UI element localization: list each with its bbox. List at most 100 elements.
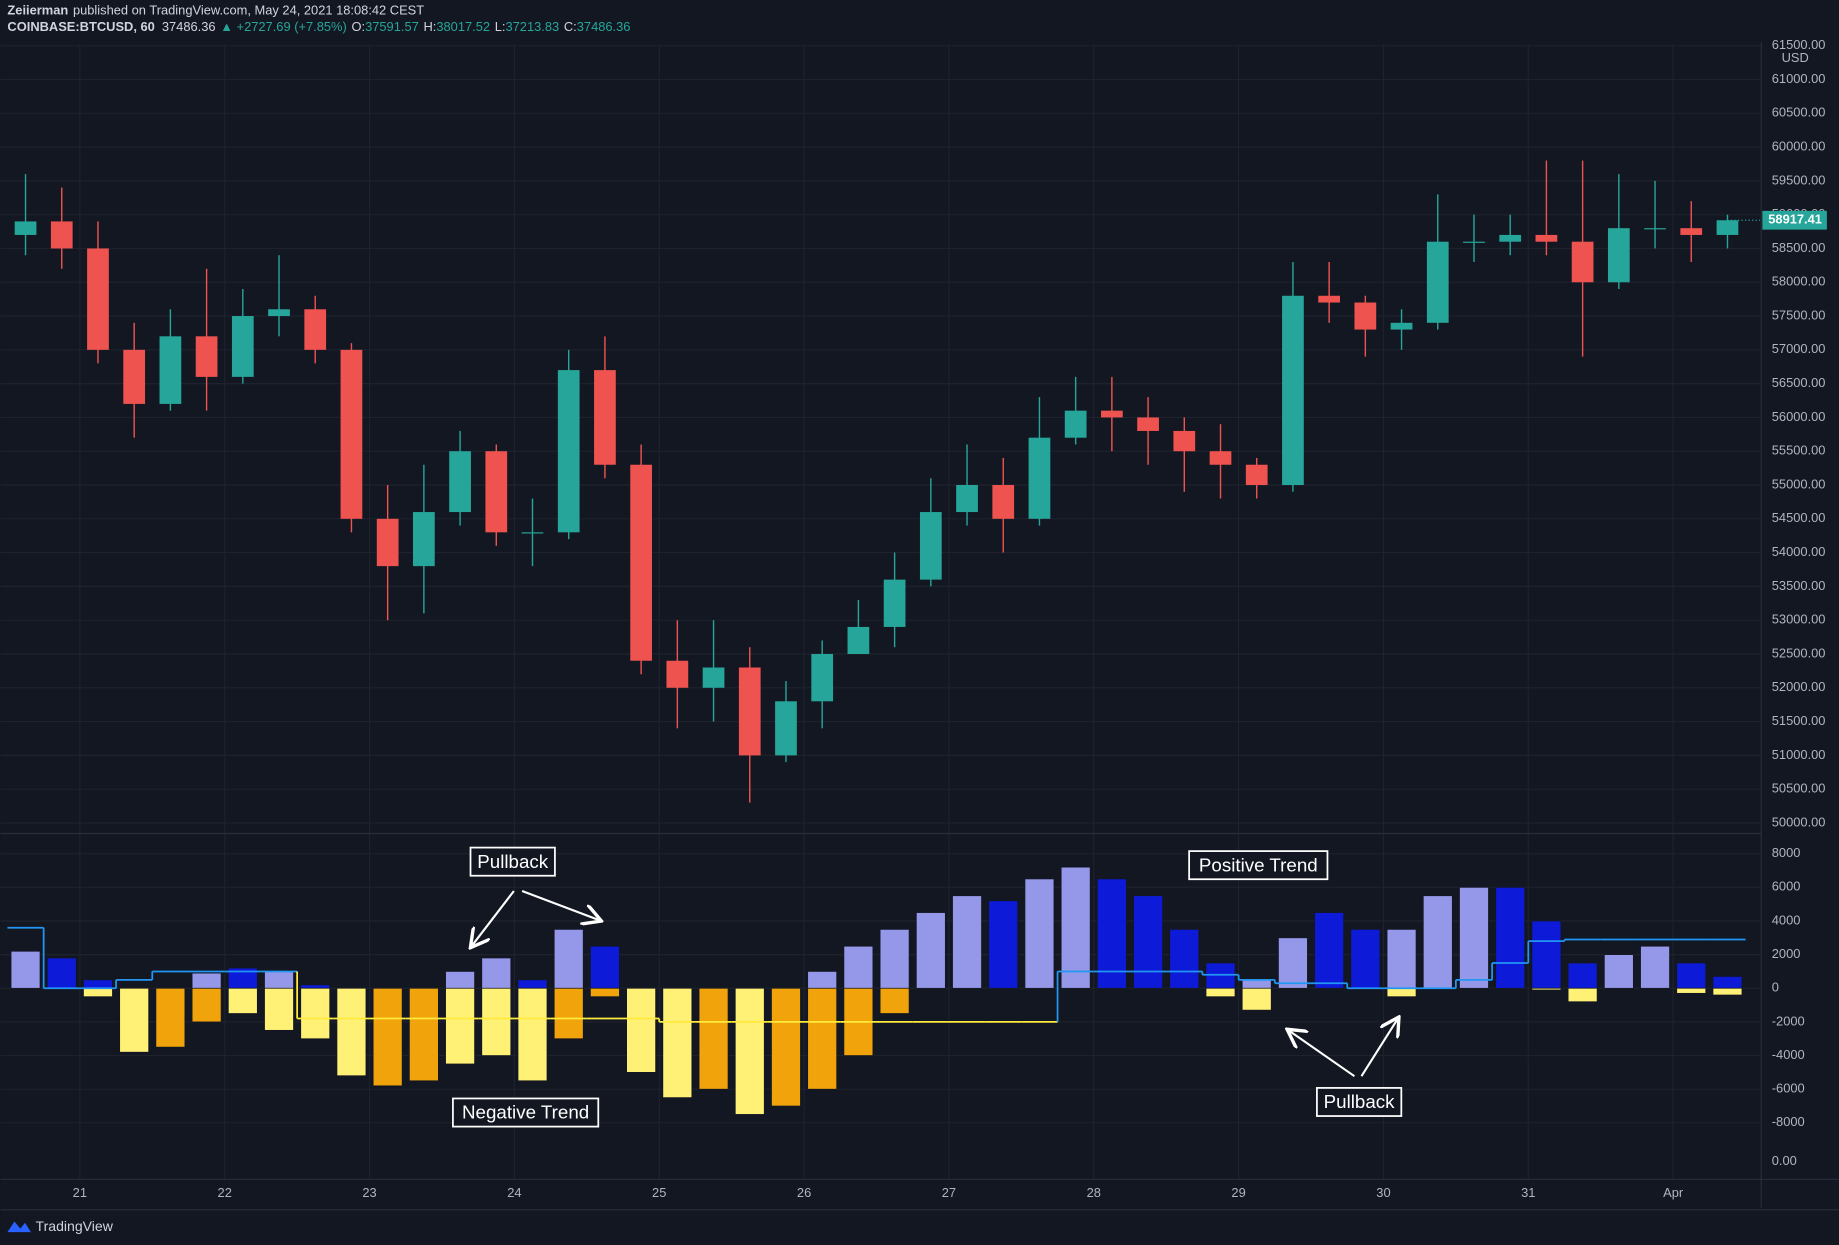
- y-tick-label: 55500.00: [1772, 443, 1826, 458]
- published: published on TradingView.com, May 24, 20…: [73, 3, 424, 18]
- histogram-bar: [481, 987, 512, 1056]
- histogram-bar: [1060, 866, 1091, 989]
- histogram-bar: [1278, 937, 1308, 989]
- histogram-bar: [336, 987, 367, 1077]
- candle-body: [1282, 295, 1304, 486]
- y-tick-label: 57500.00: [1772, 307, 1826, 322]
- histogram-bar: [300, 984, 331, 989]
- candle-body: [883, 579, 906, 627]
- axes: 50000.00 50500.00 51000.00 51500.00 52000.00…: [73, 37, 1827, 1200]
- histogram-bar: [445, 987, 475, 1065]
- histogram-bar: [1640, 945, 1670, 989]
- histogram-bar: [300, 987, 331, 1040]
- high-label: H:: [423, 20, 436, 35]
- histogram-bar: [771, 987, 801, 1107]
- annotation-box: [452, 1097, 600, 1128]
- histogram-bar: [517, 979, 548, 989]
- last: 37486.36: [162, 20, 216, 35]
- author: Zeiierman: [7, 3, 68, 18]
- histogram-bar: [553, 929, 584, 989]
- low-label: L:: [495, 20, 506, 35]
- secondary-axis-label: 0.00: [1772, 1153, 1797, 1168]
- annotation-box: [469, 846, 556, 877]
- histogram-bar: [879, 929, 910, 989]
- candle-body: [1245, 464, 1268, 486]
- y-tick-label: 2000: [1772, 946, 1801, 961]
- histogram-bar: [952, 895, 982, 989]
- histogram-bar: [1603, 954, 1634, 989]
- histogram-bar: [1386, 987, 1417, 998]
- annotation-box: [1316, 1087, 1403, 1117]
- y-tick-label: 52500.00: [1772, 645, 1826, 660]
- candle-body: [1209, 451, 1232, 465]
- annotation: Positive Trend: [1199, 854, 1318, 875]
- histogram-bar: [590, 987, 620, 998]
- histogram-bar: [517, 987, 548, 1082]
- histogram-bar: [1205, 987, 1236, 998]
- histogram-bar: [1097, 878, 1127, 989]
- histogram-bar: [879, 987, 910, 1014]
- histogram-bar: [1133, 895, 1163, 989]
- x-tick-label: 29: [1231, 1185, 1245, 1200]
- candle-body: [340, 349, 363, 519]
- histogram-bar: [1676, 962, 1707, 989]
- y-tick-label: 61500.00: [1772, 37, 1826, 52]
- histogram-bar: [264, 987, 294, 1031]
- y-tick-label: 50500.00: [1772, 781, 1826, 796]
- x-tick-label: 25: [652, 1185, 666, 1200]
- candle-body: [1318, 295, 1341, 303]
- x-tick-label: 31: [1521, 1185, 1535, 1200]
- low: 37213.83: [505, 20, 559, 35]
- candle-body: [919, 512, 942, 580]
- close: 37486.36: [577, 20, 631, 35]
- x-tick-label: Apr: [1663, 1185, 1684, 1200]
- candle-body: [847, 626, 870, 654]
- histogram-bar: [119, 987, 150, 1053]
- histogram-bar: [734, 987, 765, 1115]
- histogram-bar: [264, 971, 294, 989]
- candle-body: [1028, 437, 1051, 519]
- candle-body: [1064, 410, 1087, 438]
- last-price-label: 58917.41: [1768, 212, 1822, 227]
- high: 38017.52: [436, 20, 490, 35]
- histogram-bar: [1712, 987, 1743, 996]
- histogram-bar: [626, 987, 656, 1073]
- candle-body: [449, 451, 471, 513]
- annotation: Pullback: [477, 851, 548, 872]
- y-tick-label: 57000.00: [1772, 341, 1826, 356]
- close-label: C:: [564, 20, 577, 35]
- y-tick-label: 53500.00: [1772, 578, 1826, 593]
- candle-body: [1354, 302, 1377, 330]
- histogram-bar: [1531, 987, 1562, 991]
- histogram-bar: [1531, 920, 1562, 989]
- candle-body: [521, 532, 544, 534]
- candle-body: [702, 667, 725, 688]
- arrow: [1360, 1019, 1397, 1077]
- histogram-bar: [1459, 886, 1489, 989]
- symbol: COINBASE:BTCUSD, 60: [7, 20, 154, 35]
- candle-body: [413, 512, 435, 567]
- candle-body: [738, 667, 761, 756]
- histogram-bar: [698, 987, 729, 1090]
- histogram-bar: [409, 987, 439, 1082]
- histogram-bar: [83, 987, 113, 998]
- y-tick-label: 55000.00: [1772, 476, 1826, 491]
- y-tick-label: 59500.00: [1772, 172, 1826, 187]
- candle-body: [1426, 241, 1449, 323]
- x-tick-label: 30: [1376, 1185, 1390, 1200]
- histogram-bar: [83, 979, 113, 989]
- candle-body: [1499, 234, 1522, 242]
- candle-body: [14, 221, 37, 235]
- candle-body: [123, 349, 146, 404]
- candle-body: [87, 248, 109, 350]
- histogram-bar: [1676, 987, 1707, 994]
- arrow: [521, 889, 599, 920]
- histogram-bar: [1567, 987, 1598, 1003]
- y-tick-label: 8000: [1772, 845, 1801, 860]
- open: 37591.57: [365, 20, 419, 35]
- last-price-tag: [1762, 210, 1827, 230]
- y-tick-label: 52000.00: [1772, 679, 1826, 694]
- y-tick-label: 53000.00: [1772, 612, 1826, 627]
- x-tick-label: 27: [942, 1185, 956, 1200]
